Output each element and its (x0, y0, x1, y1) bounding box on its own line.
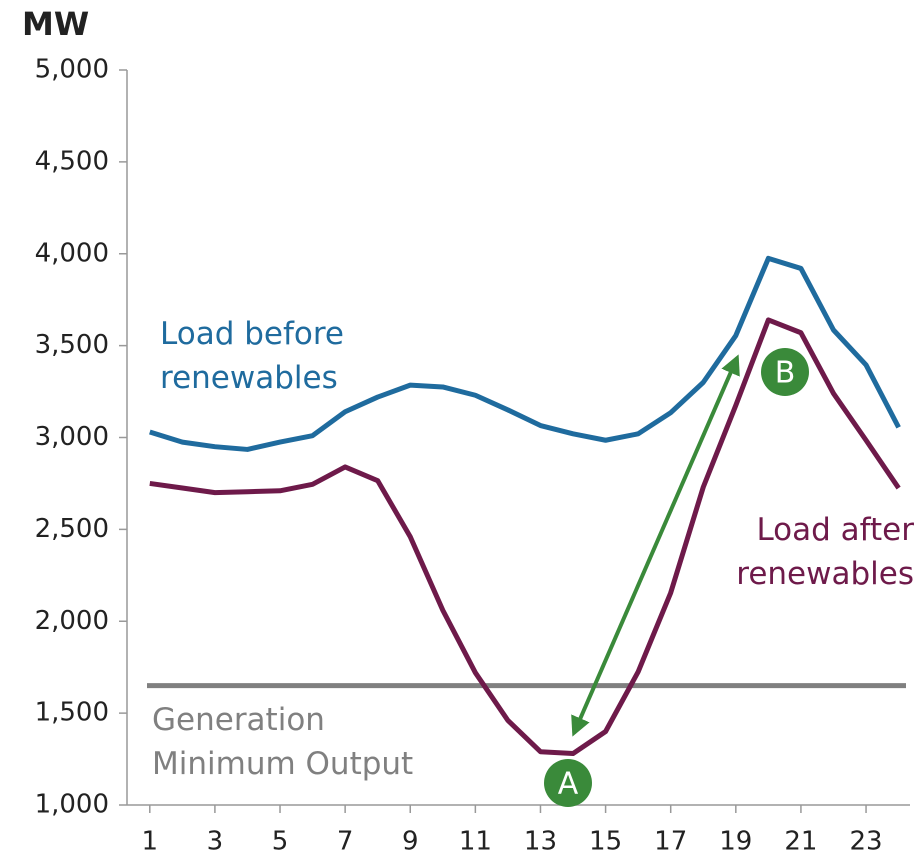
annotation: B (775, 356, 796, 391)
x-tick-label: 13 (524, 827, 557, 857)
y-tick-label: 1,000 (35, 790, 109, 820)
arrow (571, 354, 740, 737)
y-tick-label: 3,500 (35, 330, 109, 360)
marker-a (544, 759, 592, 807)
x-tick-label: 23 (850, 827, 883, 857)
x-tick-label: 1 (142, 827, 159, 857)
y-tick-label: 1,500 (35, 698, 109, 728)
x-tick-label: 17 (654, 827, 687, 857)
x-tick-label: 11 (459, 827, 492, 857)
x-tick-label: 9 (402, 827, 419, 857)
series-label: Load before renewables (160, 316, 344, 396)
x-tick-label: 7 (337, 827, 354, 857)
series-line (149, 255, 901, 452)
x-tick-label: 5 (272, 827, 289, 857)
min-output-label: Generation Minimum Output (152, 702, 414, 782)
y-tick-label: 5,000 (35, 55, 109, 85)
series-line (149, 317, 901, 757)
y-tick-label: 2,000 (35, 606, 109, 636)
x-tick-label: 15 (589, 827, 622, 857)
x-tick-label: 19 (719, 827, 752, 857)
annotation: A (558, 767, 579, 802)
y-tick-label: 4,500 (35, 146, 109, 176)
y-tick-label: 3,000 (35, 422, 109, 452)
x-tick-label: 21 (784, 827, 817, 857)
x-tick-label: 3 (207, 827, 224, 857)
series-label: Load after renewables (736, 512, 914, 592)
y-tick-label: 2,500 (35, 514, 109, 544)
y-axis-label: MW (22, 5, 89, 43)
marker-b (761, 348, 809, 396)
y-tick-label: 4,000 (35, 238, 109, 268)
